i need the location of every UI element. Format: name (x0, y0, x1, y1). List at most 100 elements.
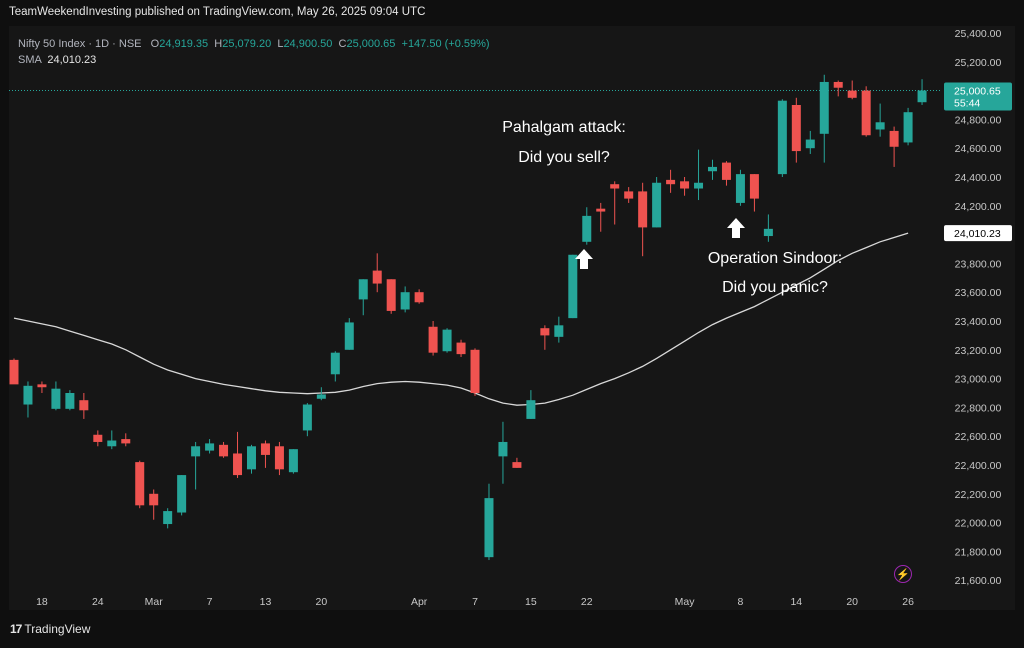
x-tick-label: 18 (36, 596, 48, 608)
candle-body (735, 174, 745, 203)
close-label: C (338, 38, 347, 50)
candle (805, 130, 815, 154)
plot-layer (9, 74, 941, 561)
candle-body (694, 182, 704, 189)
y-tick-label: 24,800.00 (955, 114, 1002, 126)
candle-body (498, 441, 508, 457)
lightning-icon[interactable]: ⚡ (894, 565, 912, 583)
candle-body (79, 400, 89, 411)
candle (875, 103, 885, 137)
y-tick-label: 23,400.00 (955, 316, 1002, 328)
open-label: O (150, 38, 160, 50)
candle (791, 97, 801, 163)
candle (386, 279, 396, 314)
candle (135, 460, 145, 509)
candle-body (316, 394, 326, 399)
candle (833, 80, 843, 97)
candle (191, 441, 201, 490)
x-tick-label: 22 (581, 596, 593, 608)
candle-body (163, 511, 173, 525)
y-tick-label: 25,200.00 (955, 57, 1002, 69)
candle (400, 286, 410, 313)
candle-body (260, 443, 270, 455)
candle-body (805, 139, 815, 149)
y-tick-label: 22,200.00 (955, 489, 1002, 501)
x-tick-label: 20 (846, 596, 858, 608)
candle-body (917, 90, 927, 103)
candle (568, 254, 578, 319)
price-scale[interactable] (941, 26, 1015, 592)
x-tick-label: 13 (260, 596, 272, 608)
candle-body (708, 166, 717, 172)
y-tick-label: 22,000.00 (955, 518, 1002, 530)
candle (163, 508, 173, 529)
arrow-up-icon (727, 218, 745, 238)
candle-body (93, 434, 103, 442)
candle-body (666, 179, 676, 185)
x-tick-label: Mar (145, 596, 164, 608)
candle-body (903, 112, 913, 143)
candle (582, 207, 592, 245)
candle (666, 169, 676, 193)
y-tick-label: 22,400.00 (955, 460, 1002, 472)
candle (917, 79, 927, 105)
candle-body (568, 254, 578, 319)
ohlc-legend-row: Nifty 50 Index · 1D · NSE O24,919.35 H25… (18, 36, 490, 52)
sma-tag-value: 24,010.23 (954, 228, 1001, 240)
candle-body (484, 498, 494, 558)
publish-caption: TeamWeekendInvesting published on Tradin… (9, 6, 426, 18)
candle-body (302, 404, 312, 431)
y-tick-label: 23,600.00 (955, 287, 1002, 299)
y-tick-label: 24,200.00 (955, 201, 1002, 213)
candle (93, 430, 103, 447)
candle (51, 381, 61, 411)
y-tick-label: 22,600.00 (955, 431, 1002, 443)
candle-body (51, 388, 61, 409)
candle-body (512, 462, 522, 468)
x-tick-label: 24 (92, 596, 104, 608)
candle-body (177, 475, 187, 513)
candle (288, 449, 298, 474)
sma-label[interactable]: SMA (18, 54, 42, 66)
candle-body (205, 443, 215, 451)
x-tick-label: 7 (207, 596, 213, 608)
candle-body (23, 385, 33, 405)
y-tick-label: 23,000.00 (955, 374, 1002, 386)
candle-body (819, 81, 829, 134)
candle (330, 351, 340, 382)
candle (763, 214, 773, 242)
candle-body (344, 322, 354, 350)
candle (819, 74, 829, 163)
time-scale[interactable] (9, 592, 1015, 610)
tradingview-logo[interactable]: 17 TradingView (10, 622, 90, 636)
x-tick-label: Apr (411, 596, 428, 608)
candle-body (246, 446, 256, 470)
candle-body (358, 279, 368, 300)
candle (107, 430, 117, 450)
countdown-value: 55:44 (954, 98, 980, 110)
x-tick-label: 15 (525, 596, 537, 608)
candle (37, 381, 47, 393)
candle (121, 433, 131, 447)
candle-body (121, 439, 131, 444)
symbol-name[interactable]: Nifty 50 Index · 1D · NSE (18, 38, 142, 50)
candle (498, 421, 508, 484)
candle (512, 457, 522, 468)
candle (79, 393, 89, 419)
candle-body (889, 130, 899, 147)
sma-value: 24,010.23 (47, 54, 97, 66)
candle (246, 444, 256, 474)
candle-body (135, 462, 145, 506)
candle (526, 390, 536, 419)
candle-body (749, 174, 759, 199)
candle-body (680, 181, 690, 189)
candle-body (861, 90, 871, 136)
candle-body (526, 400, 536, 419)
close-value: 25,000.65 (346, 38, 396, 50)
candle (708, 159, 717, 180)
candle-body (37, 384, 47, 388)
low-value: 24,900.50 (283, 38, 333, 50)
candle-body (191, 446, 201, 457)
